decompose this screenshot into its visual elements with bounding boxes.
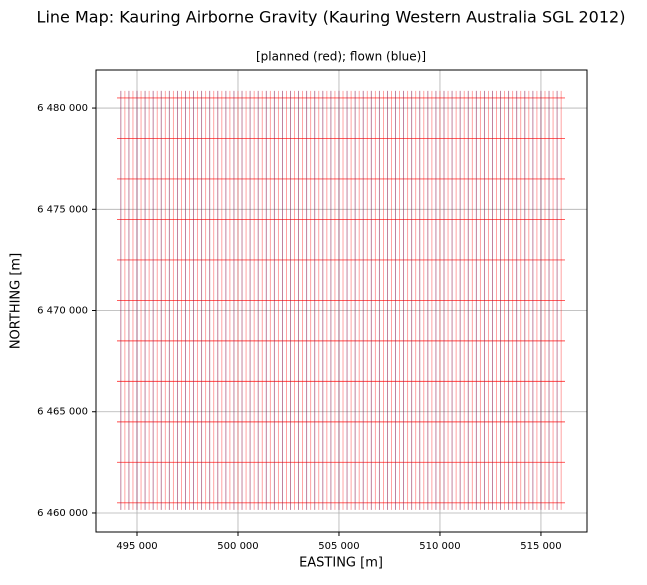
x-tick-label: 495 000	[116, 541, 157, 552]
x-tick-label: 505 000	[318, 541, 359, 552]
y-tick-label: 6 460 000	[37, 508, 88, 519]
y-tick-label: 6 465 000	[37, 407, 88, 418]
chart-title: Line Map: Kauring Airborne Gravity (Kaur…	[37, 8, 626, 27]
x-axis-label: EASTING [m]	[299, 556, 383, 571]
x-tick-label: 510 000	[419, 541, 460, 552]
x-tick-label: 500 000	[217, 541, 258, 552]
y-tick-label: 6 480 000	[37, 103, 88, 114]
y-tick-label: 6 475 000	[37, 204, 88, 215]
y-tick-label: 6 470 000	[37, 306, 88, 317]
x-tick-label: 515 000	[520, 541, 561, 552]
chart-subtitle: [planned (red); flown (blue)]	[256, 50, 426, 64]
plot-area	[96, 70, 587, 532]
axes-frame	[95, 69, 588, 533]
y-axis-label: NORTHING [m]	[9, 253, 24, 349]
